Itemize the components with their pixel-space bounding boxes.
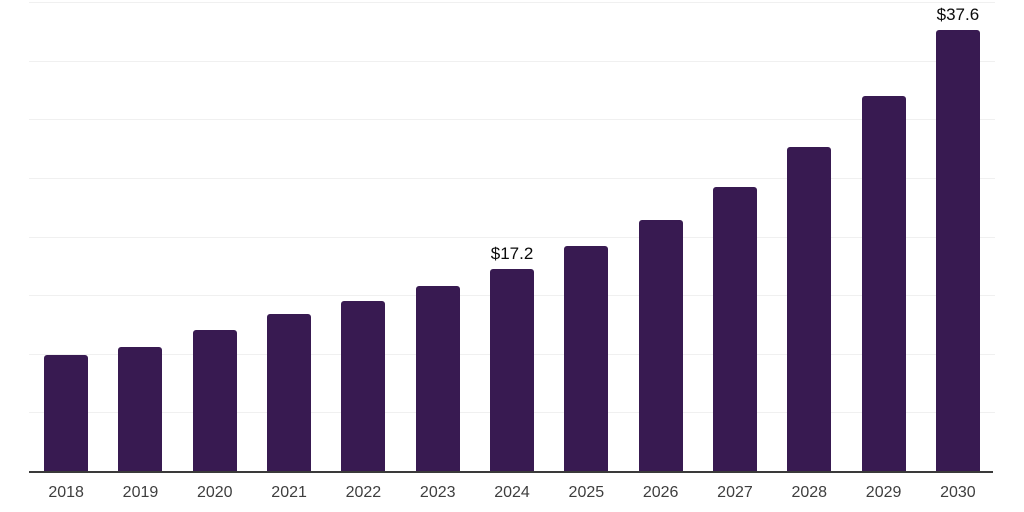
x-axis-tick-labels: 2018 2019 2020 2021 2022 2023 2024 2025 2026 2027… bbox=[29, 483, 995, 502]
bar-slot-2029 bbox=[846, 2, 920, 471]
bar-2024 bbox=[490, 269, 535, 471]
x-tick-2023: 2023 bbox=[419, 484, 456, 501]
bar-2021 bbox=[267, 313, 312, 471]
gridline-30 bbox=[29, 119, 995, 121]
bar-slot-2025 bbox=[549, 2, 623, 471]
gridline-35 bbox=[29, 60, 995, 62]
x-tick-2024: 2024 bbox=[494, 484, 530, 501]
value-label-2024: $17.2 bbox=[490, 244, 534, 264]
bar-slot-2021 bbox=[252, 2, 326, 471]
x-tick-2025: 2025 bbox=[568, 484, 605, 501]
x-tick-2027: 2027 bbox=[717, 484, 753, 501]
x-tick-2019: 2019 bbox=[122, 484, 159, 501]
bar-2026 bbox=[638, 220, 683, 471]
bar-2022 bbox=[341, 301, 386, 471]
bar-slot-2020 bbox=[178, 2, 252, 471]
bar-2027 bbox=[712, 187, 757, 471]
bar-2028 bbox=[787, 147, 832, 471]
bar-slots: $17.2 $37.6 bbox=[29, 2, 995, 471]
bar-slot-2028 bbox=[772, 2, 846, 471]
gridline-20 bbox=[29, 236, 995, 238]
gridline-25 bbox=[29, 177, 995, 179]
x-tick-2021: 2021 bbox=[271, 484, 307, 501]
bar-slot-2023 bbox=[401, 2, 475, 471]
x-axis-line bbox=[29, 471, 993, 473]
gridline-40 bbox=[29, 2, 995, 3]
bar-slot-2027 bbox=[698, 2, 772, 471]
x-tick-2022: 2022 bbox=[345, 484, 382, 501]
plot-area: $17.2 $37.6 bbox=[29, 2, 995, 473]
bar-2025 bbox=[564, 245, 609, 471]
x-tick-2028: 2028 bbox=[791, 484, 828, 501]
bar-2020 bbox=[192, 330, 237, 471]
x-tick-2018: 2018 bbox=[48, 484, 84, 501]
x-tick-2020: 2020 bbox=[196, 484, 233, 501]
x-tick-2029: 2029 bbox=[865, 484, 902, 501]
x-tick-2026: 2026 bbox=[642, 484, 679, 501]
bar-slot-2024: $17.2 bbox=[475, 2, 549, 471]
bar-2029 bbox=[861, 95, 906, 471]
bar-slot-2018 bbox=[29, 2, 103, 471]
bar-2023 bbox=[415, 285, 460, 471]
bar-2019 bbox=[118, 346, 163, 471]
bar-2030 bbox=[935, 30, 980, 471]
bar-2018 bbox=[44, 354, 89, 471]
bar-slot-2030: $37.6 bbox=[921, 2, 995, 471]
x-tick-2030: 2030 bbox=[940, 484, 976, 501]
bar-slot-2019 bbox=[103, 2, 177, 471]
value-label-2030: $37.6 bbox=[936, 5, 980, 25]
bar-slot-2026 bbox=[624, 2, 698, 471]
bar-slot-2022 bbox=[326, 2, 400, 471]
